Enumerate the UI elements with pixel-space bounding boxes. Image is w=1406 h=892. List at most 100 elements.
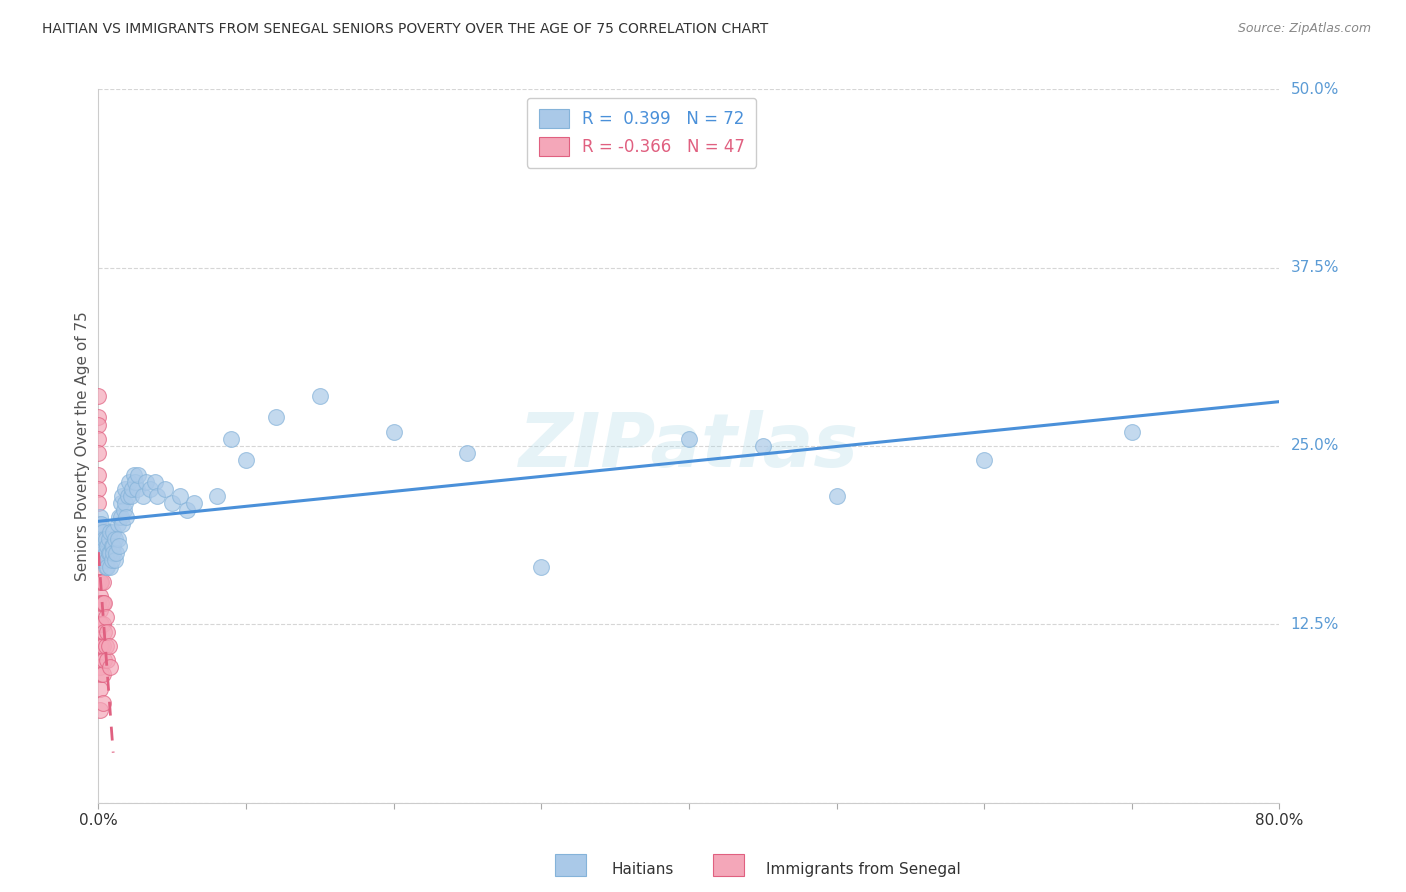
Point (127, 467, 149, 482)
Text: 50.0%: 50.0% (1291, 82, 1339, 96)
Point (94, 560, 117, 574)
Point (107, 517, 129, 532)
Point (96, 624, 118, 639)
Bar (713, 854, 744, 876)
Point (87, 417, 110, 432)
Point (120, 489, 142, 503)
Point (94, 610, 117, 624)
Point (104, 532, 127, 546)
Point (89, 546, 111, 560)
Point (91, 596, 114, 610)
Point (169, 489, 191, 503)
Point (89, 681, 111, 696)
Point (87, 517, 110, 532)
Point (98, 546, 121, 560)
Point (103, 539, 125, 553)
Point (132, 489, 155, 503)
Point (112, 503, 135, 517)
Point (125, 482, 148, 496)
Point (97, 546, 120, 560)
Point (103, 546, 125, 560)
Point (530, 560, 553, 574)
Point (89, 532, 111, 546)
Point (153, 482, 176, 496)
Point (103, 524, 125, 539)
Text: Source: ZipAtlas.com: Source: ZipAtlas.com (1237, 22, 1371, 36)
Point (98, 660, 121, 674)
Point (219, 432, 242, 446)
Point (93, 624, 115, 639)
Point (87, 596, 110, 610)
Point (90, 539, 112, 553)
Point (87, 624, 110, 639)
Point (91, 546, 114, 560)
Point (110, 496, 132, 510)
Point (94, 546, 117, 560)
Point (89, 703, 111, 717)
Point (89, 617, 111, 632)
Point (96, 653, 118, 667)
Point (139, 482, 162, 496)
Y-axis label: Seniors Poverty Over the Age of 75: Seniors Poverty Over the Age of 75 (75, 311, 90, 581)
Point (107, 532, 129, 546)
Point (121, 482, 143, 496)
Point (117, 489, 139, 503)
Point (751, 439, 773, 453)
Point (108, 539, 131, 553)
Point (91, 617, 114, 632)
Point (90, 639, 112, 653)
Text: HAITIAN VS IMMIGRANTS FROM SENEGAL SENIORS POVERTY OVER THE AGE OF 75 CORRELATIO: HAITIAN VS IMMIGRANTS FROM SENEGAL SENIO… (42, 22, 769, 37)
Point (87, 532, 110, 546)
Text: Haitians: Haitians (612, 863, 673, 877)
Point (973, 453, 995, 467)
Point (93, 553, 115, 567)
Point (100, 539, 122, 553)
Point (108, 510, 131, 524)
Point (96, 553, 118, 567)
Point (89, 639, 111, 653)
Point (93, 596, 115, 610)
Point (89, 603, 111, 617)
Point (94, 639, 117, 653)
Point (87, 432, 110, 446)
Point (1121, 425, 1143, 439)
Point (98, 560, 121, 574)
Point (93, 539, 115, 553)
Point (264, 410, 287, 425)
Point (89, 524, 111, 539)
Point (235, 453, 257, 467)
Text: Immigrants from Senegal: Immigrants from Senegal (766, 863, 962, 877)
Point (89, 560, 111, 574)
Point (87, 467, 110, 482)
Point (115, 510, 138, 524)
Text: ZIPatlas: ZIPatlas (519, 409, 859, 483)
Text: 25.0%: 25.0% (1291, 439, 1339, 453)
Point (89, 510, 111, 524)
Point (93, 653, 115, 667)
Point (87, 653, 110, 667)
Point (104, 553, 127, 567)
Point (110, 510, 132, 524)
Point (90, 667, 112, 681)
Point (87, 496, 110, 510)
Point (91, 667, 114, 681)
Point (143, 475, 166, 489)
Point (309, 389, 332, 403)
Text: 37.5%: 37.5% (1291, 260, 1339, 275)
Point (89, 660, 111, 674)
Bar (555, 854, 586, 876)
Point (114, 496, 136, 510)
Point (87, 389, 110, 403)
Point (91, 574, 114, 589)
Legend: R =  0.399   N = 72, R = -0.366   N = 47: R = 0.399 N = 72, R = -0.366 N = 47 (527, 97, 756, 168)
Point (122, 467, 145, 482)
Point (90, 617, 112, 632)
Point (118, 475, 141, 489)
Point (87, 574, 110, 589)
Point (87, 482, 110, 496)
Point (94, 532, 117, 546)
Point (183, 496, 205, 510)
Point (90, 553, 112, 567)
Point (124, 475, 146, 489)
Point (105, 546, 128, 560)
